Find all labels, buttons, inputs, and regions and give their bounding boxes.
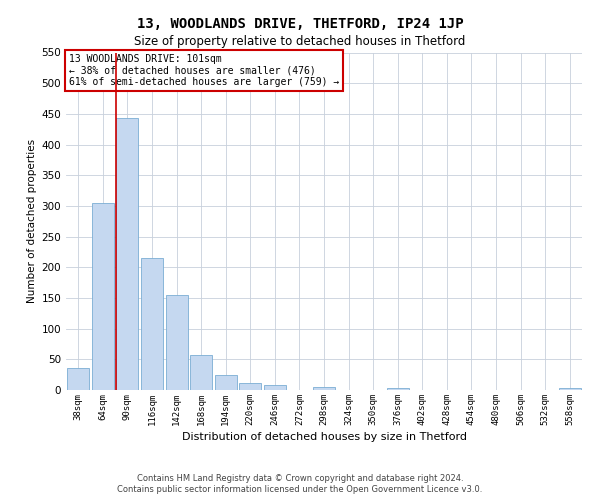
Y-axis label: Number of detached properties: Number of detached properties <box>27 139 37 304</box>
X-axis label: Distribution of detached houses by size in Thetford: Distribution of detached houses by size … <box>182 432 467 442</box>
Bar <box>313 387 335 390</box>
Bar <box>559 388 581 390</box>
Bar <box>92 203 114 390</box>
Text: 13 WOODLANDS DRIVE: 101sqm
← 38% of detached houses are smaller (476)
61% of sem: 13 WOODLANDS DRIVE: 101sqm ← 38% of deta… <box>68 54 339 88</box>
Bar <box>386 388 409 390</box>
Bar <box>141 258 163 390</box>
Text: 13, WOODLANDS DRIVE, THETFORD, IP24 1JP: 13, WOODLANDS DRIVE, THETFORD, IP24 1JP <box>137 18 463 32</box>
Text: Contains HM Land Registry data © Crown copyright and database right 2024.
Contai: Contains HM Land Registry data © Crown c… <box>118 474 482 494</box>
Bar <box>190 355 212 390</box>
Text: Size of property relative to detached houses in Thetford: Size of property relative to detached ho… <box>134 35 466 48</box>
Bar <box>166 295 188 390</box>
Bar <box>116 118 139 390</box>
Bar <box>239 383 262 390</box>
Bar <box>215 374 237 390</box>
Bar <box>264 385 286 390</box>
Bar <box>67 368 89 390</box>
